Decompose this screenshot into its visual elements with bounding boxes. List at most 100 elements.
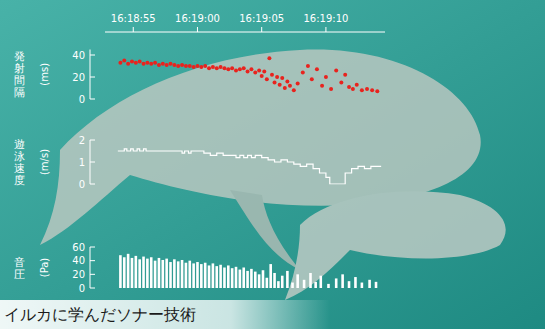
bar — [215, 266, 218, 288]
point — [249, 67, 253, 71]
point — [253, 71, 257, 75]
point — [195, 64, 199, 68]
point — [242, 66, 246, 70]
y-tick — [90, 260, 95, 261]
y-tick — [90, 162, 95, 163]
bar — [291, 283, 294, 288]
point — [310, 77, 314, 81]
bar — [223, 268, 226, 289]
point — [234, 68, 238, 72]
point — [192, 65, 196, 69]
bar — [123, 257, 126, 288]
bar — [227, 265, 230, 288]
bar — [150, 257, 153, 288]
bar — [138, 259, 141, 288]
whale-calf — [285, 191, 506, 300]
speed-line — [118, 149, 381, 184]
point — [211, 65, 215, 69]
point — [365, 87, 369, 91]
bar — [242, 268, 245, 289]
point — [226, 67, 230, 71]
point — [130, 60, 134, 64]
caption-background — [0, 300, 330, 329]
bar — [192, 263, 195, 288]
bar — [219, 265, 222, 288]
point — [184, 64, 188, 68]
bar — [246, 271, 249, 288]
bar — [177, 261, 180, 288]
bar — [127, 254, 130, 288]
y-tick-label: 2 — [79, 135, 85, 146]
y-axis-title-char: 圧 — [14, 268, 25, 281]
bar — [303, 280, 306, 288]
point — [296, 82, 300, 86]
point — [273, 81, 277, 85]
point — [165, 63, 169, 67]
bar — [181, 260, 184, 288]
x-tick — [261, 27, 262, 32]
y-axis-title: 音圧 — [14, 256, 25, 281]
point — [199, 65, 203, 69]
bar — [154, 261, 157, 288]
y-axis-title: 遊泳速度 — [14, 138, 25, 187]
point — [257, 68, 261, 72]
point — [149, 62, 153, 66]
point — [238, 67, 242, 71]
y-axis-title-char: 隔 — [14, 86, 25, 99]
point — [324, 75, 328, 79]
point — [222, 66, 226, 70]
point — [329, 87, 333, 91]
chart-root: 16:18:5516:19:0016:19:0516:19:1002040発射間… — [0, 0, 545, 329]
point — [180, 63, 184, 67]
bar — [281, 276, 284, 288]
point — [118, 61, 122, 65]
y-axis-title: 発射間隔 — [14, 50, 25, 99]
bar — [119, 255, 122, 288]
y-tick-label: 0 — [79, 179, 85, 190]
bar — [262, 270, 265, 288]
bar — [135, 256, 138, 288]
panel: 16:18:5516:19:0016:19:0516:19:1002040発射間… — [14, 13, 385, 105]
bar — [185, 263, 188, 288]
point — [285, 79, 289, 83]
point — [288, 84, 292, 88]
point — [122, 59, 126, 63]
bar — [146, 259, 149, 288]
point — [262, 70, 266, 74]
bar — [208, 265, 211, 288]
point — [267, 56, 271, 60]
point — [246, 70, 250, 74]
point — [375, 89, 379, 93]
panel: 0204060音圧(Pa) — [14, 242, 377, 294]
point — [142, 62, 146, 66]
y-tick-label: 0 — [79, 283, 85, 294]
point — [172, 63, 176, 67]
y-tick-label: 40 — [72, 50, 85, 61]
point — [230, 66, 234, 70]
bar — [165, 259, 168, 288]
point — [145, 61, 149, 65]
y-tick — [90, 99, 95, 100]
bar — [231, 268, 234, 288]
bar — [368, 280, 371, 288]
point — [347, 85, 351, 89]
point — [169, 62, 173, 66]
point — [280, 76, 284, 80]
y-tick — [90, 55, 95, 56]
bar — [254, 272, 257, 288]
point — [219, 65, 223, 69]
background — [0, 0, 545, 329]
bar — [258, 274, 261, 288]
panel: 012遊泳速度(m/s) — [14, 135, 381, 190]
point — [161, 62, 165, 66]
point — [301, 71, 305, 75]
y-axis-unit: (Pa) — [39, 258, 50, 278]
y-tick-label: 60 — [72, 242, 85, 253]
x-tick-label: 16:18:55 — [111, 13, 156, 24]
y-axis-title-char: 度 — [14, 174, 25, 187]
point — [207, 66, 211, 70]
bar — [250, 269, 253, 288]
point — [278, 83, 282, 87]
y-tick — [90, 77, 95, 78]
x-tick-label: 16:19:10 — [303, 13, 348, 24]
